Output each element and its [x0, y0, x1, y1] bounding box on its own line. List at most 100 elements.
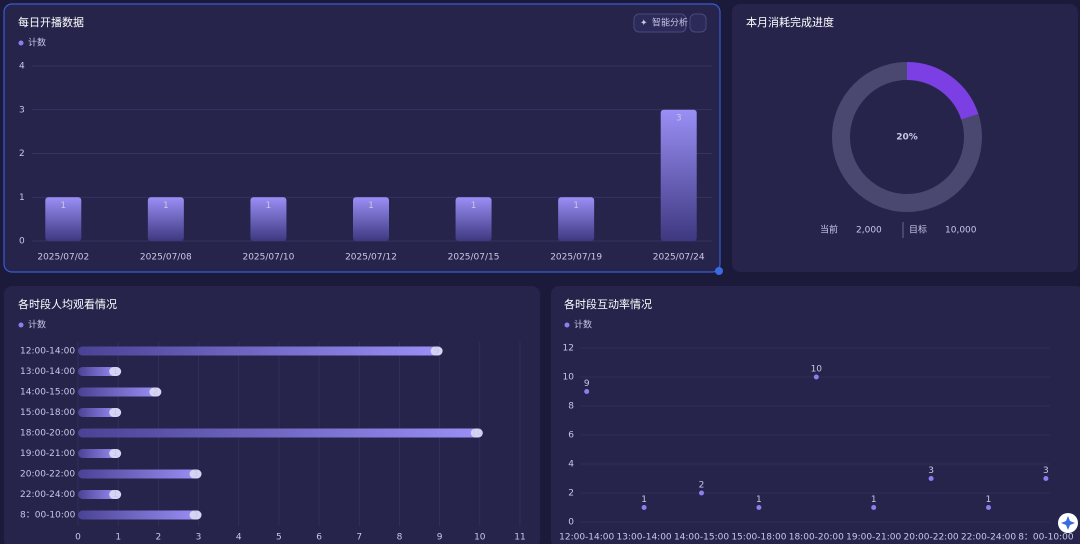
- point: [813, 374, 819, 380]
- point-value-label: 1: [871, 495, 877, 505]
- x-tick-label: 10: [474, 533, 486, 543]
- current-label: 当前: [820, 224, 838, 236]
- point-value-label: 9: [584, 379, 590, 389]
- x-tick-label: 13:00-14:00: [617, 533, 672, 543]
- y-tick-label: 12:00-14:00: [20, 347, 75, 357]
- bar-value-label: 3: [193, 511, 199, 521]
- value-pill: [189, 469, 202, 479]
- x-tick-label: 4: [236, 533, 242, 543]
- point-value-label: 2: [699, 481, 705, 491]
- bar: [78, 346, 440, 356]
- x-tick-label: 7: [356, 533, 362, 543]
- point: [986, 505, 991, 510]
- y-tick-label: 2: [568, 489, 574, 499]
- x-tick-label: 2025/07/08: [140, 253, 192, 263]
- y-tick-label: 15:00-18:00: [20, 408, 75, 418]
- value-pill: [149, 387, 162, 397]
- panel: [732, 4, 1078, 272]
- point: [699, 490, 704, 496]
- bar-value-label: 1: [112, 449, 118, 459]
- bar: [78, 449, 119, 458]
- point: [756, 505, 762, 510]
- ai-button[interactable]: [633, 13, 687, 33]
- bar: [78, 428, 480, 438]
- bar: [78, 408, 119, 417]
- value-pill: [470, 428, 483, 438]
- point-value-label: 3: [928, 466, 934, 476]
- assistant-icon: [1061, 516, 1075, 530]
- resize-handle[interactable]: [715, 267, 723, 275]
- bar: [78, 490, 119, 499]
- x-tick-label: 6: [316, 533, 322, 543]
- bar-value-label: 3: [193, 470, 199, 480]
- y-tick-label: 10: [563, 373, 575, 383]
- y-tick-label: 12: [563, 344, 574, 354]
- chart-title: 每日开播数据: [18, 15, 84, 29]
- x-tick-label: 22:00-24:00: [961, 533, 1016, 543]
- x-tick-label: 2025/07/10: [242, 253, 294, 263]
- bar: [147, 197, 184, 241]
- x-tick-label: 18:00-20:00: [789, 533, 844, 543]
- y-tick-label: 8：00-10:00: [20, 511, 76, 521]
- bar: [660, 109, 697, 241]
- bar: [250, 197, 287, 241]
- bar-value-label: 1: [163, 201, 169, 211]
- chart-title: 本月消耗完成进度: [746, 15, 834, 29]
- bar-value-label: 1: [112, 490, 118, 500]
- y-tick-label: 0: [19, 237, 25, 247]
- y-tick-label: 4: [568, 460, 574, 470]
- value-pill: [430, 346, 443, 356]
- y-tick-label: 18:00-20:00: [20, 429, 75, 439]
- legend-label: 计数: [574, 319, 592, 331]
- x-tick-label: 19:00-21:00: [846, 533, 901, 543]
- point: [641, 505, 647, 510]
- point-value-label: 1: [641, 495, 647, 505]
- legend-label: 计数: [28, 319, 46, 331]
- x-tick-label: 2: [155, 533, 161, 543]
- gauge-arc: [906, 62, 979, 120]
- x-tick-label: 8：00-10:00: [1018, 533, 1074, 543]
- y-tick-label: 3: [19, 105, 25, 115]
- bar-value-label: 1: [573, 201, 579, 211]
- x-tick-label: 2025/07/19: [550, 253, 602, 263]
- bar: [78, 469, 199, 479]
- panel: [551, 286, 1080, 544]
- legend-label: 计数: [28, 37, 46, 49]
- y-tick-label: 1: [19, 193, 25, 203]
- y-tick-label: 14:00-15:00: [20, 388, 75, 398]
- y-tick-label: 2: [19, 149, 25, 159]
- y-tick-label: 20:00-22:00: [20, 470, 75, 480]
- bar-value-label: 1: [112, 408, 118, 418]
- bar-value-label: 2: [152, 388, 158, 398]
- bar-value-label: 1: [368, 201, 374, 211]
- bar-value-label: 1: [112, 367, 118, 377]
- x-tick-label: 14:00-15:00: [674, 533, 729, 543]
- y-tick-label: 8: [568, 402, 574, 412]
- bar-value-label: 10: [471, 429, 483, 439]
- x-tick-label: 11: [514, 533, 525, 543]
- point: [584, 389, 590, 394]
- value-pill: [109, 408, 122, 417]
- bar: [558, 197, 595, 241]
- legend-dot: [564, 322, 570, 328]
- ai-button-label: 智能分析: [652, 17, 688, 29]
- x-tick-label: 15:00-18:00: [731, 533, 786, 543]
- ai-icon: ✦: [640, 19, 648, 29]
- x-tick-label: 3: [196, 533, 202, 543]
- chart-title: 各时段人均观看情况: [18, 297, 117, 311]
- bar: [78, 510, 199, 520]
- point-value-label: 10: [811, 365, 823, 375]
- point: [871, 505, 877, 510]
- bar-value-label: 9: [434, 347, 440, 357]
- bar-value-label: 1: [266, 201, 272, 211]
- point-value-label: 1: [986, 495, 992, 505]
- value-pill: [109, 490, 122, 499]
- bar-value-label: 3: [676, 113, 682, 123]
- x-tick-label: 5: [276, 533, 282, 543]
- point-value-label: 3: [1043, 466, 1049, 476]
- y-tick-label: 22:00-24:00: [20, 490, 75, 500]
- more-button[interactable]: [689, 13, 707, 33]
- x-tick-label: 12:00-14:00: [559, 533, 614, 543]
- x-tick-label: 0: [75, 533, 81, 543]
